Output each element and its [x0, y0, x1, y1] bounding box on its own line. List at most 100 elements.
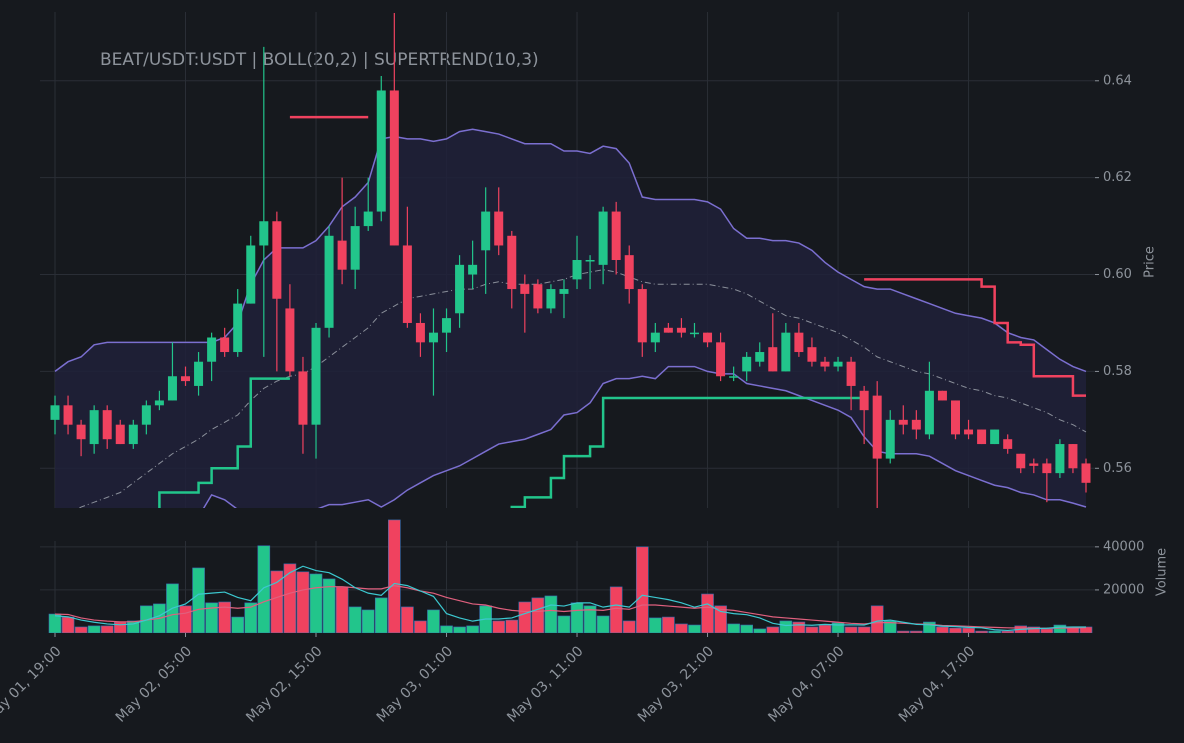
volume-bar — [949, 627, 962, 633]
candle-body — [937, 390, 947, 401]
volume-bar — [401, 606, 414, 633]
candle-body — [207, 337, 217, 362]
volume-bar — [518, 601, 532, 633]
candle-body — [494, 211, 504, 246]
volume-bar — [583, 605, 597, 633]
candle-body — [650, 332, 660, 343]
candle-body — [285, 308, 295, 372]
candle-body — [820, 361, 830, 367]
candle-body — [924, 390, 934, 435]
candle-body — [154, 400, 164, 406]
candle-body — [611, 211, 621, 260]
x-tick-label: May 04, 17:00 — [896, 643, 978, 725]
volume-bar — [570, 602, 584, 633]
volume-bar — [492, 620, 506, 633]
band-fill — [55, 129, 1086, 508]
candle-body — [76, 424, 86, 440]
volume-bar — [361, 609, 375, 633]
volume-bar — [557, 615, 571, 633]
volume-bar — [805, 626, 819, 633]
candle-body — [676, 327, 686, 333]
candle-body — [755, 352, 765, 362]
candle-body — [363, 211, 373, 227]
candle-body — [533, 284, 543, 309]
volume-bar — [988, 630, 1001, 633]
volume-bar — [231, 616, 245, 633]
volume-bar — [1040, 628, 1054, 633]
candle-body — [624, 255, 634, 290]
candle-body — [415, 322, 425, 343]
candle-body — [859, 390, 869, 411]
volume-bar — [714, 605, 727, 633]
volume-bar — [270, 570, 284, 633]
volume-bar — [244, 602, 258, 633]
candle-body — [402, 245, 412, 323]
candle-body — [703, 332, 713, 343]
volume-bar — [322, 578, 336, 633]
candle-body — [376, 90, 386, 212]
volume-bar — [1066, 627, 1080, 633]
candle-body — [468, 264, 478, 275]
candle-body — [246, 245, 256, 304]
volume-bar — [427, 609, 440, 633]
x-tick-label: May 01, 19:00 — [0, 643, 65, 725]
x-tick-label: May 04, 07:00 — [765, 643, 847, 725]
candle-body — [885, 419, 895, 459]
candle-body — [807, 347, 817, 362]
layer — [50, 12, 1091, 508]
candle-body — [298, 371, 308, 425]
volume-bar — [766, 626, 780, 633]
volume-bar — [596, 615, 610, 633]
candle-body — [546, 289, 556, 309]
candle-body — [742, 356, 752, 372]
candle-body — [729, 376, 739, 378]
candle-body — [794, 332, 804, 353]
volume-bar — [388, 519, 401, 633]
volume-bar — [649, 617, 662, 633]
y-tick-label: 20000 — [1103, 582, 1144, 597]
volume-bar — [622, 620, 636, 633]
y-tick-label: 0.56 — [1103, 461, 1132, 476]
volume-bar — [727, 623, 740, 633]
volume-bar — [675, 623, 688, 633]
candle-body — [141, 405, 151, 425]
volume-bar — [335, 586, 349, 633]
candle-body — [689, 332, 699, 335]
candle-body — [585, 260, 595, 262]
volume-bar — [1027, 626, 1041, 633]
candle-body — [272, 221, 282, 299]
volume-bar — [662, 616, 675, 633]
candle-body — [428, 332, 438, 343]
candle-body — [324, 235, 334, 328]
volume-bar — [453, 626, 466, 633]
candle-body — [1003, 439, 1013, 449]
volume-bar — [309, 573, 323, 633]
candle-body — [481, 211, 491, 251]
volume-bar — [257, 545, 271, 633]
volume-bar — [910, 630, 923, 633]
x-tick-label: May 03, 11:00 — [504, 643, 586, 725]
volume-bar — [87, 625, 101, 633]
volume-bar — [779, 620, 793, 633]
bollinger-upper — [54, 128, 1087, 373]
y-tick-label: 0.58 — [1103, 364, 1132, 379]
candle-body — [950, 400, 960, 435]
candle-body — [1055, 444, 1065, 474]
volume-bar — [283, 563, 297, 633]
y-tick-label: 0.62 — [1103, 170, 1132, 185]
volume-bar — [844, 626, 858, 633]
volume-bar — [1001, 630, 1014, 633]
volume-bar — [531, 597, 545, 633]
candle-body — [1029, 463, 1039, 466]
volume-bar — [205, 602, 218, 633]
volume-bar — [688, 624, 701, 633]
candle-body — [898, 419, 908, 425]
candle-body — [1042, 463, 1052, 474]
candle-body — [846, 361, 856, 386]
supertrend-line — [158, 377, 865, 508]
volume-bar — [962, 627, 975, 633]
chart-title: BEAT/USDT:USDT | BOLL(20,2) | SUPERTREND… — [100, 50, 539, 70]
volume-bar — [296, 571, 310, 633]
candle-body — [1016, 453, 1026, 469]
y-tick-label: 0.64 — [1103, 73, 1132, 88]
